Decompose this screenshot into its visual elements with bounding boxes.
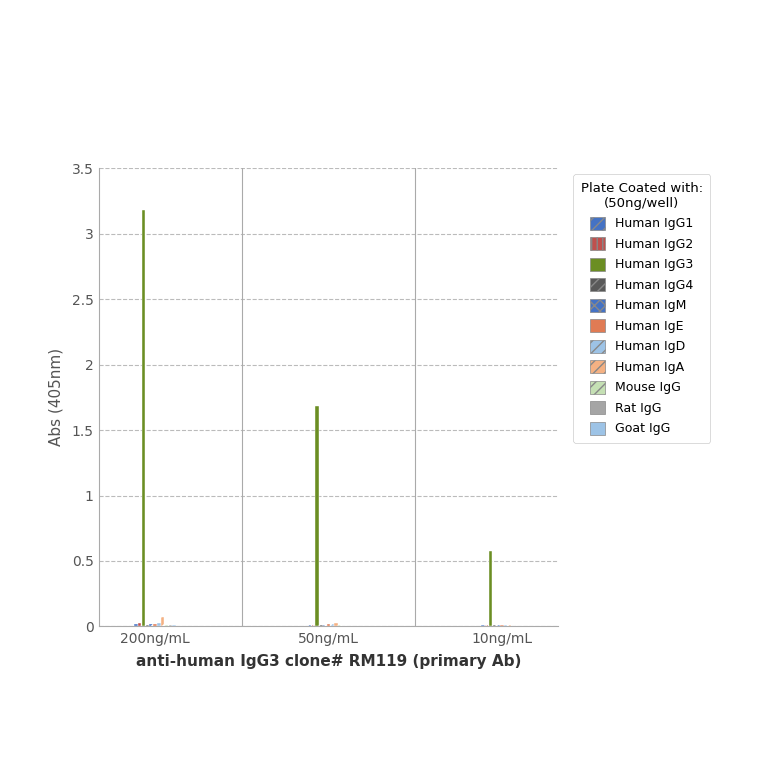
Bar [157,623,160,626]
Bar [489,551,492,626]
Bar [335,623,338,626]
Bar [150,624,153,626]
Bar [154,624,157,626]
Bar [308,624,311,626]
Bar [481,625,484,626]
X-axis label: anti-human IgG3 clone# RM119 (primary Ab): anti-human IgG3 clone# RM119 (primary Ab… [136,655,521,669]
Bar [504,625,507,626]
Legend: Human IgG1, Human IgG2, Human IgG3, Human IgG4, Human IgM, Human IgE, Human IgD,: Human IgG1, Human IgG2, Human IgG3, Huma… [573,174,711,443]
Bar [500,625,503,626]
Bar [327,624,330,626]
Y-axis label: Abs (405nm): Abs (405nm) [48,348,63,446]
Bar [485,625,488,626]
Bar [312,624,315,626]
Bar [331,624,334,626]
Bar [323,624,326,626]
Bar [165,625,168,626]
Bar [134,624,138,626]
Bar [161,617,164,626]
Bar [138,623,141,626]
Bar [319,625,322,626]
Bar [508,625,511,626]
Bar [142,210,145,626]
Bar [316,406,319,626]
Bar [497,625,500,626]
Bar [146,625,149,626]
